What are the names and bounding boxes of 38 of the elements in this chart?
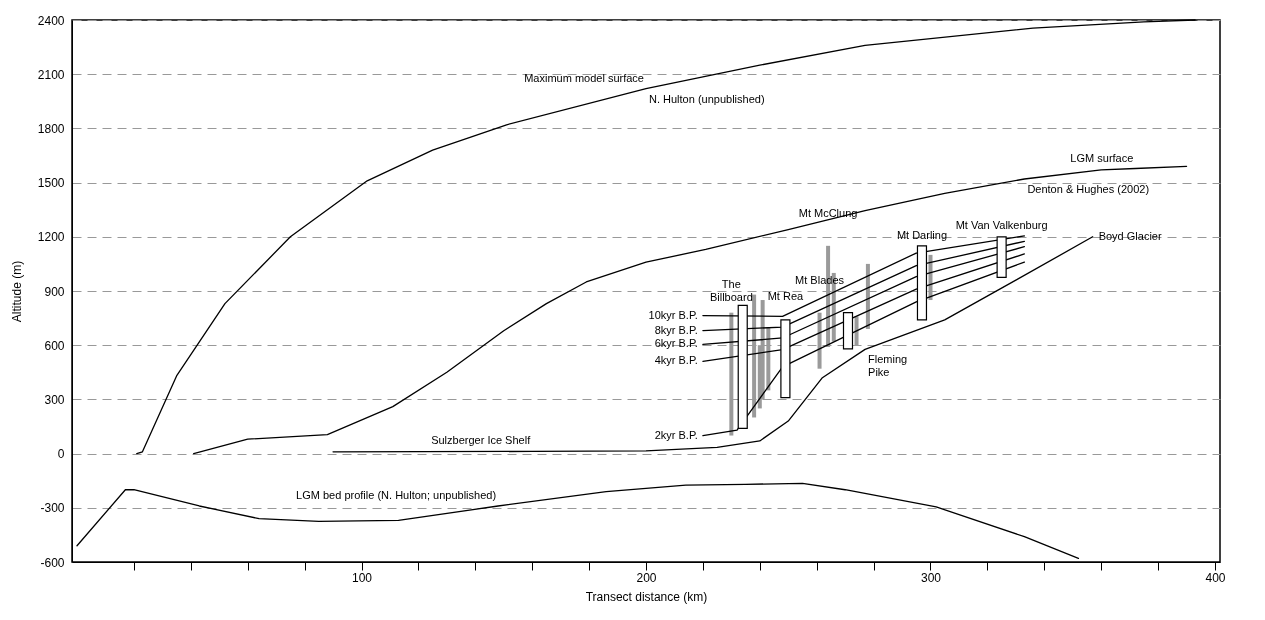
annotation: 8kyr B.P. <box>654 323 698 336</box>
y-tick-label: 0 <box>57 447 65 462</box>
annotation: Mt Darling <box>896 228 948 241</box>
annotation: Boyd Glacier <box>1098 229 1162 242</box>
y-axis-title: Altitude (m) <box>9 260 24 323</box>
annotation: The Billboard <box>709 277 753 303</box>
annotation: LGM bed profile (N. Hulton; unpublished) <box>296 488 497 501</box>
line-series <box>76 482 1080 560</box>
annotation: Mt Rea <box>767 289 805 302</box>
y-tick-label: 900 <box>44 284 65 299</box>
y-tick-label: 2100 <box>37 67 65 82</box>
y-tick-label: -300 <box>40 501 65 516</box>
line-series <box>193 165 1188 455</box>
y-tick-label: 1500 <box>37 176 65 191</box>
annotation: Denton & Hughes (2002) <box>1027 182 1150 195</box>
annotation: Mt Blades <box>795 273 845 286</box>
y-tick-label: -600 <box>40 555 65 570</box>
annotation: 10kyr B.P. <box>648 308 698 321</box>
annotation: Sulzberger Ice Shelf <box>431 434 532 447</box>
x-tick-label: 400 <box>1205 570 1226 585</box>
annotation: 4kyr B.P. <box>654 354 698 367</box>
annotation: Maximum model surface <box>524 71 644 84</box>
x-tick-label: 300 <box>920 570 942 585</box>
annotation: Mt McClung <box>798 206 858 219</box>
y-tick-label: 600 <box>44 338 65 353</box>
x-tick-label: 200 <box>636 570 657 585</box>
y-tick-label: 2400 <box>37 13 65 28</box>
annotation: Mt Van Valkenburg <box>955 218 1048 231</box>
annotation: LGM surface <box>1070 151 1134 164</box>
y-tick-label: 300 <box>44 392 65 407</box>
x-tick-label: 100 <box>351 570 373 585</box>
annotation: 6kyr B.P. <box>654 337 698 350</box>
y-tick-label: 1800 <box>37 121 65 136</box>
annotation: 2kyr B.P. <box>654 428 698 441</box>
x-axis-title: Transect distance (km) <box>585 589 708 604</box>
y-tick-label: 1200 <box>37 230 65 245</box>
annotation: N. Hulton (unpublished) <box>649 92 765 105</box>
annotation: Fleming Pike <box>868 353 908 379</box>
